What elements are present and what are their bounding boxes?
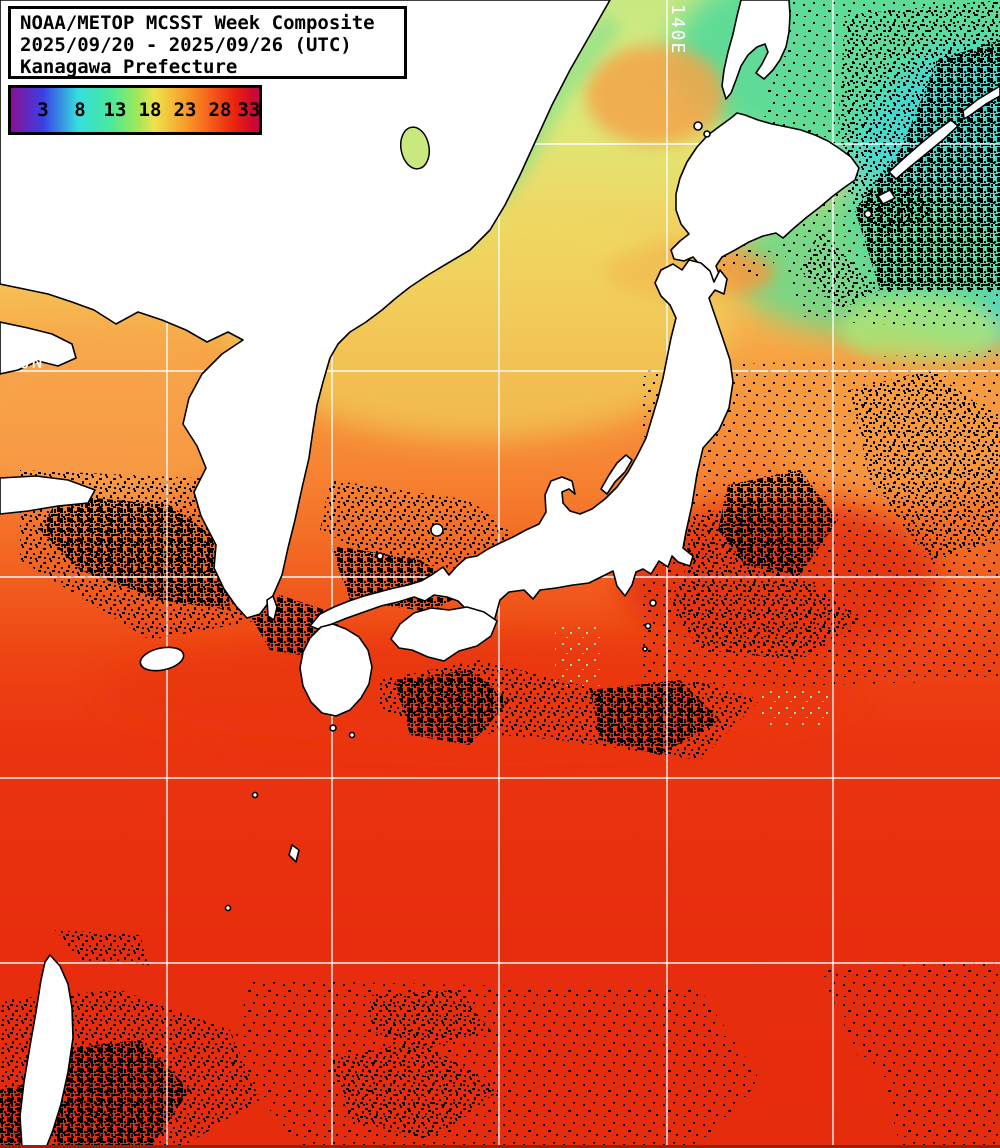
land-shandong-peninsula [0,475,96,515]
title-box: NOAA/METOP MCSST Week Composite 2025/09/… [8,6,407,79]
map-date-range: 2025/09/20 - 2025/09/26 (UTC) [20,34,352,56]
map-region: Kanagawa Prefecture [20,56,238,78]
land-kuril-islands [962,85,1000,120]
grid-label-40n: 40N [6,352,45,373]
land-rebun-island [703,130,711,138]
land-tsushima-island [266,595,278,621]
land-izu-island [642,646,648,652]
land-small-island [863,209,873,219]
land-kyushu [299,623,373,717]
colorbar-tick: 13 [103,99,127,121]
grid-label-140e: 140E [667,4,688,55]
lakes [399,126,444,537]
land-sado-island [600,454,633,495]
map-title: NOAA/METOP MCSST Week Composite [20,12,375,34]
land-izu-island [649,599,657,607]
colorbar-tick: 23 [173,99,197,121]
temperature-colorbar: 3 8 13 18 23 28 33 [8,85,262,135]
land-honshu [309,259,734,635]
land-small-island [224,904,232,912]
lake-khanka [399,126,431,170]
land-shikoku [390,606,498,662]
land-liaodong-peninsula [0,321,77,375]
land-oki-island [376,552,384,560]
lake-biwa [430,523,444,537]
land-jeju-island [139,646,185,672]
colorbar-tick: 18 [138,99,162,121]
land-rishiri-island [693,121,703,131]
colorbar-tick: 33 [237,99,261,121]
land-izu-island [644,622,652,630]
colorbar-tick: 3 [37,99,49,121]
colorbar-tick: 8 [74,99,86,121]
graticule-labels: 140E 40N [6,4,688,373]
land-amami-island [288,844,300,863]
land-small-island [348,731,356,739]
land-sakhalin [721,0,791,100]
land-taiwan [19,954,74,1148]
land-kunashiri-island [877,189,896,205]
land-hokkaido [670,112,860,287]
land-small-island [329,724,337,732]
land-small-island [251,791,259,799]
colorbar-tick: 28 [208,99,232,121]
land-kuril-islands [888,119,959,180]
map-bottom-edge [0,1145,1000,1148]
